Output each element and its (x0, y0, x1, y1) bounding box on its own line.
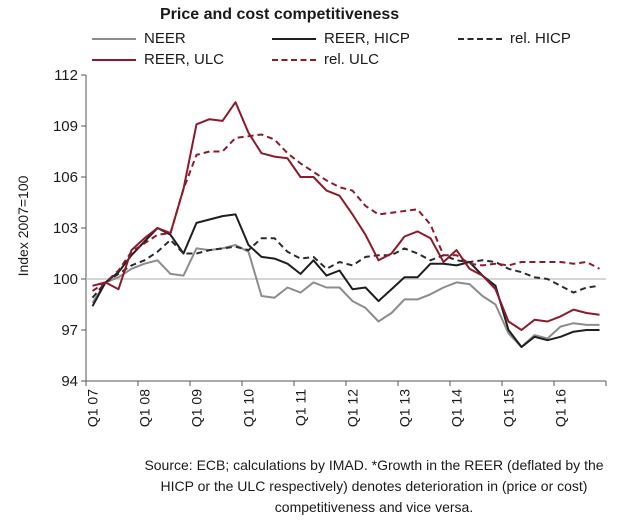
legend-item-reer-hicp: REER, HICP (272, 30, 410, 47)
series-line-rel-hicp (91, 237, 600, 299)
x-tick-label-8: Q1 15 (501, 389, 517, 427)
legend-swatch-rel-hicp (458, 37, 502, 40)
y-tick-label-100: 100 (53, 271, 78, 288)
legend-label-rel-hicp: rel. HICP (510, 30, 571, 47)
y-tick-label-103: 103 (53, 220, 78, 237)
chart-title: Price and cost competitiveness (160, 6, 400, 23)
series-line-neer (91, 244, 600, 348)
x-tick-label-7: Q1 14 (449, 389, 465, 427)
legend-label-reer-hicp: REER, HICP (324, 30, 410, 47)
axes-group: 94 97 100 103 106 109 112 Q1 07 Q1 08 Q1 09 Q1 10 Q… (53, 67, 607, 427)
x-tick-label-3: Q1 10 (241, 389, 257, 427)
legend-swatch-reer-hicp (272, 37, 316, 40)
legend-swatch-rel-ulc (272, 58, 316, 61)
series-line-reer-hicp (91, 213, 600, 348)
plot-area: 94 97 100 103 106 109 112 Q1 07 Q1 08 Q1 09 Q1 10 Q… (53, 67, 607, 427)
x-tick-label-2: Q1 09 (189, 389, 205, 427)
legend-label-rel-ulc: rel. ULC (324, 51, 380, 68)
series-lines (91, 101, 600, 348)
legend-item-rel-hicp: rel. HICP (458, 30, 571, 47)
x-tick-label-4: Q1 11 (293, 389, 309, 426)
x-tick-label-6: Q1 13 (397, 389, 413, 427)
x-tick-label-9: Q1 16 (553, 389, 569, 427)
x-tick-label-1: Q1 08 (137, 389, 153, 427)
legend-item-rel-ulc: rel. ULC (272, 51, 379, 68)
legend-label-reer-ulc: REER, ULC (144, 51, 225, 68)
y-tick-label-97: 97 (61, 322, 78, 339)
x-tick-label-5: Q1 12 (345, 389, 361, 427)
y-tick-label-112: 112 (54, 67, 78, 84)
x-tick-label-0: Q1 07 (85, 389, 101, 427)
y-tick-label-106: 106 (53, 169, 78, 186)
y-tick-label-94: 94 (61, 373, 78, 390)
series-line-rel-ulc (91, 133, 600, 292)
legend-item-neer: NEER (92, 30, 186, 47)
series-line-reer-ulc (92, 101, 600, 331)
legend-label-neer: NEER (144, 30, 186, 47)
legend-swatch-reer-ulc (92, 58, 136, 61)
y-tick-label-109: 109 (53, 118, 78, 135)
source-note: Source: ECB; calculations by IMAD. *Grow… (144, 457, 604, 515)
legend-item-reer-ulc: REER, ULC (92, 51, 224, 68)
legend-swatch-neer (92, 37, 136, 40)
